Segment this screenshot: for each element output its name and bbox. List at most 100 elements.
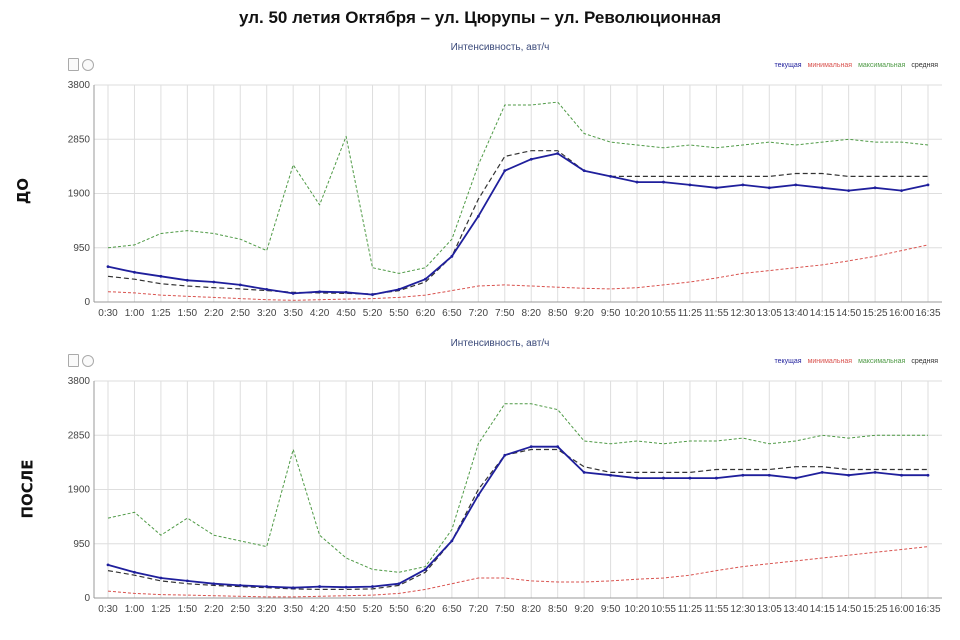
legend-current: текущая (774, 62, 802, 69)
x-tick-label: 11:25 (678, 604, 703, 615)
x-tick-label: 14:15 (810, 604, 835, 615)
x-tick-label: 16:35 (915, 308, 940, 319)
x-tick-label: 13:05 (757, 308, 782, 319)
data-point (900, 473, 903, 477)
data-point (820, 186, 824, 190)
data-point (371, 585, 374, 588)
y-tick-label: 3800 (68, 80, 91, 91)
data-point (794, 183, 798, 187)
after-label: ПОСЛЕ (18, 459, 37, 519)
x-tick-label: 12:30 (730, 308, 755, 319)
x-tick-label: 9:20 (574, 604, 594, 615)
pdf-icon[interactable] (68, 58, 79, 71)
data-point (688, 183, 692, 187)
x-tick-label: 6:20 (416, 604, 436, 615)
data-point (635, 476, 639, 480)
x-tick-label: 9:20 (574, 308, 594, 319)
x-tick-label: 9:50 (601, 308, 621, 319)
data-point (185, 278, 189, 282)
x-tick-label: 6:50 (442, 604, 462, 615)
x-tick-label: 2:20 (204, 604, 224, 615)
chart-panel-before: Интенсивность, авт/ч текущая минимальная… (60, 36, 960, 336)
data-point (873, 186, 877, 190)
series-average-line (107, 448, 928, 590)
chart-tools (68, 58, 94, 71)
info-icon[interactable] (82, 354, 94, 367)
series-current-line (107, 152, 929, 296)
chart-title: Интенсивность, авт/ч (450, 338, 550, 349)
x-tick-label: 3:50 (283, 604, 303, 615)
y-tick-label: 1900 (68, 189, 91, 200)
legend-average: средняя (911, 62, 938, 69)
y-tick-label: 0 (84, 593, 90, 604)
data-point (662, 180, 665, 184)
x-tick-label: 7:50 (495, 604, 515, 615)
series-average-line (107, 150, 928, 295)
x-tick-label: 8:50 (548, 308, 568, 319)
data-point (794, 476, 798, 480)
x-tick-label: 1:00 (125, 604, 145, 615)
data-point (847, 473, 851, 477)
data-point (450, 254, 454, 258)
x-tick-label: 5:50 (389, 308, 409, 319)
data-point (476, 493, 480, 497)
series-maximal-line (107, 403, 928, 573)
x-tick-label: 10:20 (625, 308, 650, 319)
x-tick-label: 1:00 (125, 308, 145, 319)
chart-panel-after: Интенсивность, авт/ч текущая минимальная… (60, 332, 960, 632)
data-point (159, 274, 163, 278)
x-tick-label: 4:20 (310, 308, 330, 319)
data-point (265, 585, 269, 588)
data-point (265, 288, 269, 291)
data-point (397, 288, 401, 291)
data-point (529, 445, 533, 449)
data-point (688, 476, 692, 480)
data-point (741, 183, 745, 187)
x-tick-label: 15:25 (863, 308, 888, 319)
x-tick-label: 10:20 (625, 604, 650, 615)
legend-average: средняя (911, 358, 938, 365)
data-point (159, 576, 163, 580)
x-tick-label: 8:50 (548, 604, 568, 615)
x-tick-label: 0:30 (98, 308, 118, 319)
x-tick-label: 14:50 (836, 604, 861, 615)
y-tick-label: 0 (84, 297, 90, 308)
chart-legend: текущая минимальная максимальная средняя (774, 358, 938, 365)
x-tick-label: 6:50 (442, 308, 462, 319)
data-point (926, 473, 930, 477)
data-point (900, 189, 903, 193)
x-tick-label: 8:20 (521, 604, 541, 615)
data-point (318, 585, 322, 588)
x-tick-label: 4:50 (336, 308, 356, 319)
legend-current: текущая (774, 358, 802, 365)
info-icon[interactable] (82, 58, 94, 71)
x-tick-label: 16:35 (915, 604, 940, 615)
data-point (133, 570, 136, 574)
legend-minimal: минимальная (807, 62, 853, 69)
x-tick-label: 12:30 (730, 604, 755, 615)
data-point (106, 265, 110, 268)
data-point (450, 539, 454, 543)
y-tick-label: 950 (73, 539, 90, 550)
x-tick-label: 10:55 (651, 604, 676, 615)
x-tick-label: 2:20 (204, 308, 224, 319)
data-point (397, 582, 401, 586)
legend-minimal: минимальная (807, 358, 853, 365)
data-point (714, 476, 718, 480)
pdf-icon[interactable] (68, 354, 79, 367)
x-tick-label: 3:50 (283, 308, 303, 319)
line-chart-before: 0 950 1900 2850 3800 0:30 1:00 1:25 1:50 2:20 2:50… (68, 80, 942, 319)
data-point (344, 290, 348, 294)
x-tick-label: 16:00 (889, 308, 914, 319)
data-point (556, 445, 560, 449)
x-tick-label: 1:25 (151, 308, 171, 319)
data-point (424, 568, 427, 571)
data-point (476, 214, 480, 218)
series-current-line (107, 445, 928, 589)
chart-legend: текущая минимальная максимальная средняя (774, 62, 938, 69)
x-tick-label: 0:30 (98, 604, 118, 615)
page-title: ул. 50 летия Октября – ул. Цюрупы – ул. … (238, 8, 722, 27)
x-tick-label: 1:25 (151, 604, 171, 615)
x-tick-label: 7:50 (495, 308, 515, 319)
data-point (582, 169, 586, 173)
